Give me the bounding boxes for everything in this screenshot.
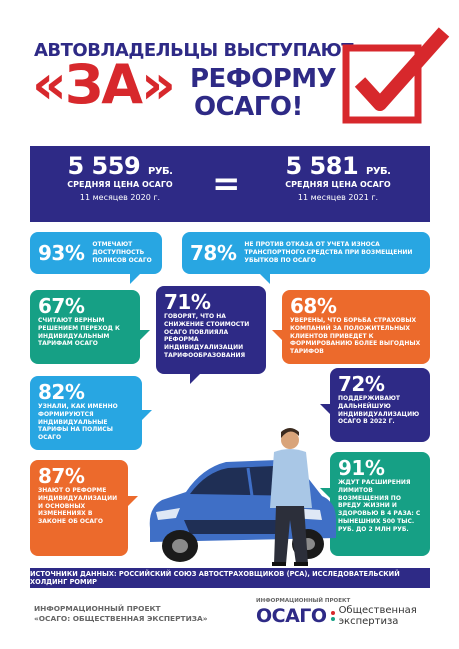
- stat-82-pct: 82%: [38, 380, 85, 404]
- price-2020-period: 11 месяцев 2020 г.: [79, 193, 161, 202]
- stat-bubble-67: 67% считают верным решением переход к ин…: [30, 290, 140, 364]
- stat-78-pct: 78%: [190, 240, 237, 265]
- osago-logo: Информационный проект ОСАГО Общественная…: [256, 598, 417, 627]
- stat-67-tail: [140, 330, 150, 340]
- stat-82-text: узнали, как именно формируются индивидуа…: [38, 403, 118, 442]
- headline-line1: АВТОВЛАДЕЛЬЦЫ ВЫСТУПАЮТ: [34, 40, 354, 61]
- price-2020-label: СРЕДНЯЯ ЦЕНА ОСАГО: [67, 180, 173, 189]
- stat-bubble-91: 91% ждут расширения лимитов возмещения п…: [330, 452, 430, 556]
- headline-osago: ОСАГО!: [194, 92, 303, 122]
- footer-project-caption: Информационный проект «ОСАГО: общественн…: [34, 604, 208, 624]
- stat-68-text: уверены, что борьба страховых компаний з…: [290, 317, 421, 356]
- stat-72-pct: 72%: [338, 372, 385, 396]
- car-illustration: [149, 428, 336, 566]
- stat-bubble-68: 68% уверены, что борьба страховых компан…: [282, 290, 430, 364]
- price-2021-label: СРЕДНЯЯ ЦЕНА ОСАГО: [285, 180, 391, 189]
- logo-dots-icon: [330, 611, 335, 621]
- stat-91-pct: 91%: [338, 456, 385, 480]
- stat-91-text: ждут расширения лимитов возмещения по вр…: [338, 479, 421, 533]
- price-2021: 5 581 РУБ. СРЕДНЯЯ ЦЕНА ОСАГО 11 месяцев…: [258, 152, 418, 202]
- stat-68-pct: 68%: [290, 294, 337, 318]
- price-2020-value: 5 559: [67, 152, 141, 180]
- stat-71-tail: [190, 374, 200, 384]
- headline-reform: РЕФОРМУ: [190, 64, 337, 94]
- stat-bubble-82: 82% узнали, как именно формируются индив…: [30, 376, 142, 450]
- stat-93-text: отмечают доступность полисов ОСАГО: [92, 241, 152, 264]
- price-2021-period: 11 месяцев 2021 г.: [297, 193, 379, 202]
- stat-93-tail: [130, 274, 140, 284]
- logo-wordmark: ОСАГО: [256, 605, 327, 627]
- stat-68-tail: [272, 330, 282, 340]
- stat-82-tail: [142, 410, 152, 420]
- stat-bubble-87: 87% знают о реформе индивидуализации и о…: [30, 460, 128, 556]
- stat-bubble-93: 93% отмечают доступность полисов ОСАГО: [30, 232, 162, 274]
- stat-87-tail: [128, 496, 138, 506]
- stat-87-text: знают о реформе индивидуализации и основ…: [38, 487, 118, 526]
- price-2020-unit: РУБ.: [148, 166, 173, 177]
- logo-subtitle: Общественная экспертиза: [339, 605, 417, 627]
- stat-71-pct: 71%: [164, 290, 211, 314]
- price-2021-value: 5 581: [285, 152, 359, 180]
- stat-93-pct: 93%: [38, 240, 85, 265]
- equals-sign: =: [212, 164, 241, 204]
- headline-za: «ЗА»: [32, 53, 176, 116]
- stat-78-tail: [260, 274, 270, 284]
- footer-left-line1: Информационный проект: [34, 604, 161, 613]
- logo-sub-line1: Общественная: [338, 605, 417, 616]
- price-2020: 5 559 РУБ. СРЕДНЯЯ ЦЕНА ОСАГО 11 месяцев…: [40, 152, 200, 202]
- footer-left-line2: «ОСАГО: общественная экспертиза»: [34, 613, 208, 623]
- stat-87-pct: 87%: [38, 464, 85, 488]
- stat-71-text: говорят, что на снижение стоимости ОСАГО…: [164, 313, 250, 359]
- stat-78-text: не против отказа от учета износа транспо…: [244, 241, 413, 264]
- stat-72-text: поддерживают дальнейшую индивидуализацию…: [338, 395, 420, 426]
- price-2021-unit: РУБ.: [366, 166, 391, 177]
- price-comparison-panel: 5 559 РУБ. СРЕДНЯЯ ЦЕНА ОСАГО 11 месяцев…: [30, 146, 430, 222]
- stat-91-tail: [320, 488, 330, 498]
- stat-bubble-78: 78% не против отказа от учета износа тра…: [182, 232, 430, 274]
- stat-bubble-71: 71% говорят, что на снижение стоимости О…: [156, 286, 266, 374]
- logo-small-caption: Информационный проект: [256, 598, 351, 604]
- stat-bubble-72: 72% поддерживают дальнейшую индивидуализ…: [330, 368, 430, 442]
- stat-67-pct: 67%: [38, 294, 85, 318]
- stat-67-text: считают верным решением переход к индиви…: [38, 317, 120, 348]
- stat-72-tail: [320, 404, 330, 414]
- check-mark-icon: [342, 27, 450, 124]
- sources-bar: Источники данных: Российский Союз Автост…: [30, 568, 430, 588]
- logo-sub-line2: экспертиза: [338, 616, 399, 627]
